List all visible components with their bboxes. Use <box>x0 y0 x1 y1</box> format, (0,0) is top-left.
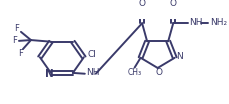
Text: N: N <box>176 52 182 61</box>
Text: F: F <box>12 36 17 45</box>
Text: O: O <box>155 68 161 77</box>
Text: Cl: Cl <box>87 50 96 59</box>
Text: N: N <box>44 69 53 79</box>
Text: NH: NH <box>189 18 202 27</box>
Text: F: F <box>19 49 23 58</box>
Text: NH: NH <box>86 68 99 77</box>
Text: O: O <box>138 0 145 8</box>
Text: O: O <box>169 0 176 8</box>
Text: F: F <box>14 24 19 33</box>
Text: CH₃: CH₃ <box>127 68 141 77</box>
Text: NH₂: NH₂ <box>210 18 227 27</box>
